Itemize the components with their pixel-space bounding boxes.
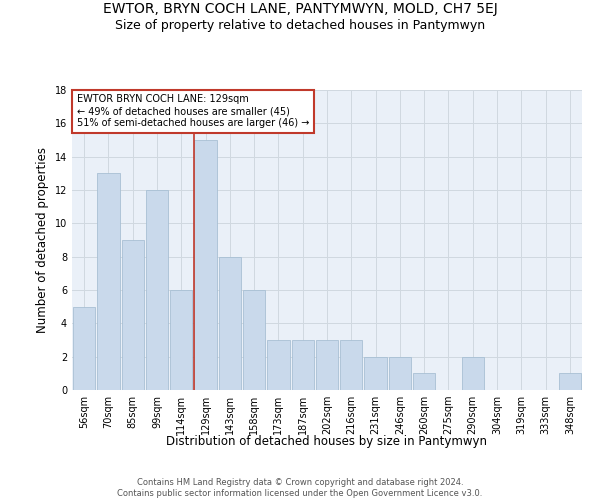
Text: Distribution of detached houses by size in Pantymwyn: Distribution of detached houses by size … (167, 435, 487, 448)
Bar (243, 290, 265, 390)
Bar (170, 290, 193, 390)
Y-axis label: Number of detached properties: Number of detached properties (36, 147, 49, 333)
Bar (292, 340, 314, 390)
Bar (146, 190, 168, 390)
Bar (194, 140, 217, 390)
Bar (122, 240, 144, 390)
Text: Size of property relative to detached houses in Pantymwyn: Size of property relative to detached ho… (115, 19, 485, 32)
Bar (559, 374, 581, 390)
Bar (364, 356, 387, 390)
Bar (316, 340, 338, 390)
Bar (413, 374, 436, 390)
Bar (461, 356, 484, 390)
Bar (73, 306, 95, 390)
Bar (389, 356, 411, 390)
Text: EWTOR BRYN COCH LANE: 129sqm
← 49% of detached houses are smaller (45)
51% of se: EWTOR BRYN COCH LANE: 129sqm ← 49% of de… (77, 94, 310, 128)
Bar (267, 340, 290, 390)
Bar (340, 340, 362, 390)
Bar (97, 174, 119, 390)
Bar (218, 256, 241, 390)
Text: Contains HM Land Registry data © Crown copyright and database right 2024.
Contai: Contains HM Land Registry data © Crown c… (118, 478, 482, 498)
Text: EWTOR, BRYN COCH LANE, PANTYMWYN, MOLD, CH7 5EJ: EWTOR, BRYN COCH LANE, PANTYMWYN, MOLD, … (103, 2, 497, 16)
